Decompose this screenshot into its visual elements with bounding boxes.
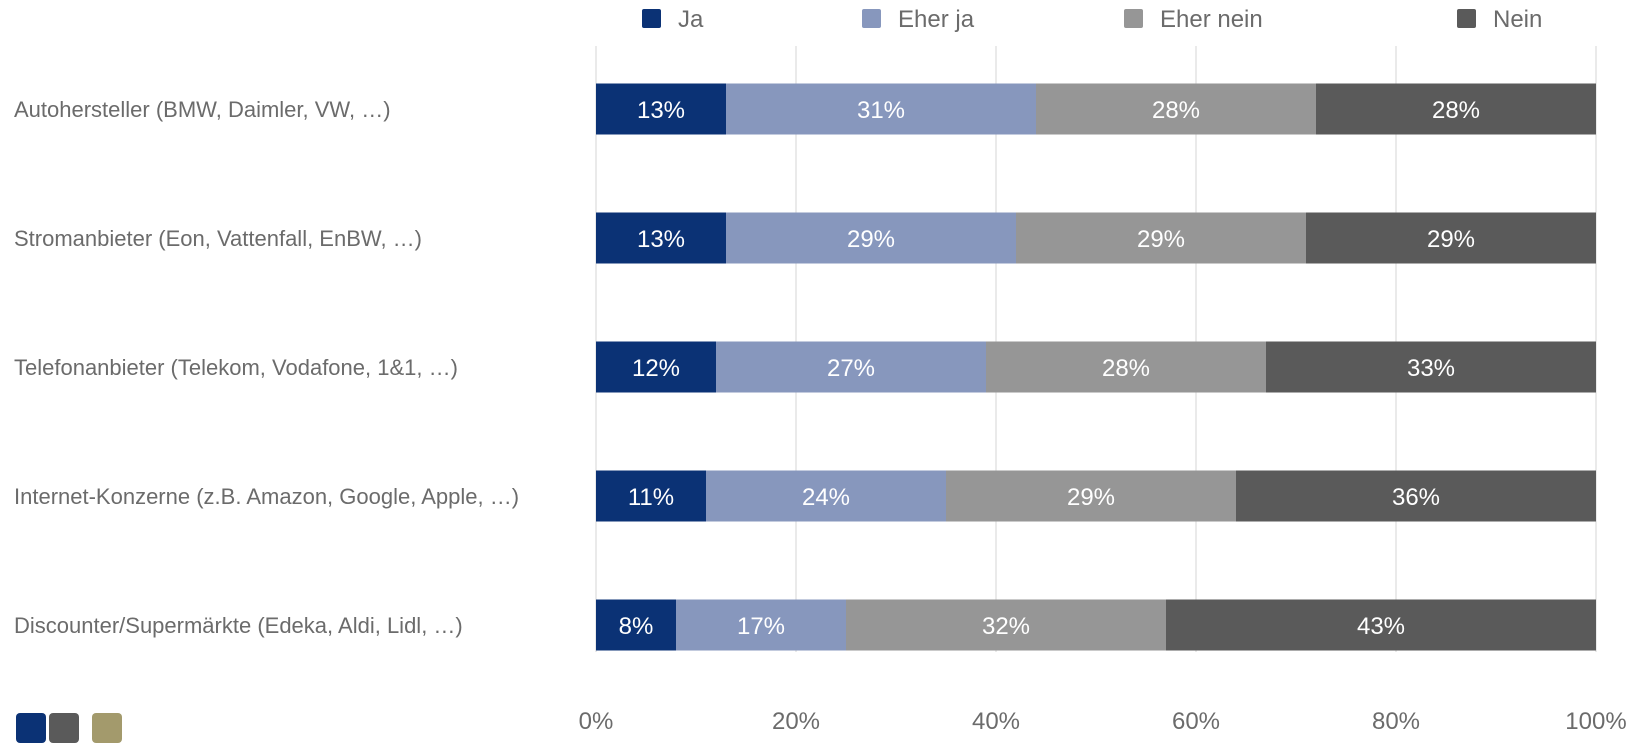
data-label: 17% — [737, 613, 785, 640]
data-label: 29% — [1427, 226, 1475, 253]
legend-swatch — [1457, 9, 1476, 28]
bars: 13% 31% 28% 28% 13% 29% 29% 29% 12% 27% 28% 33% 11% 2… — [596, 83, 1596, 651]
bar-segment — [1036, 83, 1316, 135]
data-label: 12% — [632, 355, 680, 382]
data-label: 31% — [857, 97, 905, 124]
bar-segment — [726, 83, 1036, 135]
category-label: Stromanbieter (Eon, Vattenfall, EnBW, …) — [14, 226, 422, 251]
category-label: Internet-Konzerne (z.B. Amazon, Google, … — [14, 484, 519, 509]
data-label: 13% — [637, 226, 685, 253]
bar-segment — [946, 470, 1236, 522]
bar-segment — [846, 599, 1166, 651]
bar-segment — [706, 470, 946, 522]
data-label: 32% — [982, 613, 1030, 640]
bar-segment — [596, 212, 726, 264]
x-tick-label: 60% — [1172, 708, 1220, 730]
category-label: Autohersteller (BMW, Daimler, VW, …) — [14, 97, 391, 122]
bar-segment — [1236, 470, 1596, 522]
x-tick-label: 100% — [1565, 708, 1626, 730]
category-labels: Autohersteller (BMW, Daimler, VW, …) Stro… — [14, 97, 519, 638]
data-label: 29% — [847, 226, 895, 253]
brand-square — [92, 713, 122, 743]
bar-segment — [1266, 341, 1596, 393]
legend-label: Ja — [678, 6, 704, 33]
bar-segment — [596, 599, 676, 651]
legend-label: Nein — [1493, 6, 1542, 33]
data-label: 27% — [827, 355, 875, 382]
x-tick-label: 0% — [579, 708, 614, 730]
category-label: Telefonanbieter (Telekom, Vodafone, 1&1,… — [14, 355, 458, 380]
bar-segment — [596, 341, 716, 393]
data-label: 29% — [1067, 484, 1115, 511]
x-axis-ticks: 0% 20% 40% 60% 80% 100% — [579, 708, 1627, 730]
bar-segment — [596, 470, 706, 522]
bar-segment — [716, 341, 986, 393]
bar-segment — [1016, 212, 1306, 264]
data-label: 29% — [1137, 226, 1185, 253]
bar-segment — [726, 212, 1016, 264]
data-label: 24% — [802, 484, 850, 511]
brand-square — [49, 713, 79, 743]
legend-swatch — [1124, 9, 1143, 28]
legend-swatch — [642, 9, 661, 28]
bar-segment — [676, 599, 846, 651]
bar-segment — [1306, 212, 1596, 264]
bar-segment — [1316, 83, 1596, 135]
bar-segment — [986, 341, 1266, 393]
brand-square — [16, 713, 46, 743]
legend: Ja Eher ja Eher nein Nein — [642, 6, 1542, 33]
data-label: 13% — [637, 97, 685, 124]
data-label: 36% — [1392, 484, 1440, 511]
legend-swatch — [862, 9, 881, 28]
data-label: 28% — [1432, 97, 1480, 124]
legend-label: Eher nein — [1160, 6, 1263, 33]
x-tick-label: 20% — [772, 708, 820, 730]
data-label: 28% — [1102, 355, 1150, 382]
x-tick-label: 80% — [1372, 708, 1420, 730]
data-label: 33% — [1407, 355, 1455, 382]
x-tick-label: 40% — [972, 708, 1020, 730]
data-label: 8% — [619, 613, 654, 640]
bar-segment — [596, 83, 726, 135]
legend-label: Eher ja — [898, 6, 975, 33]
data-label: 11% — [628, 484, 674, 511]
bar-segment — [1166, 599, 1596, 651]
data-label: 28% — [1152, 97, 1200, 124]
category-label: Discounter/Supermärkte (Edeka, Aldi, Lid… — [14, 613, 463, 638]
data-label: 43% — [1357, 613, 1405, 640]
